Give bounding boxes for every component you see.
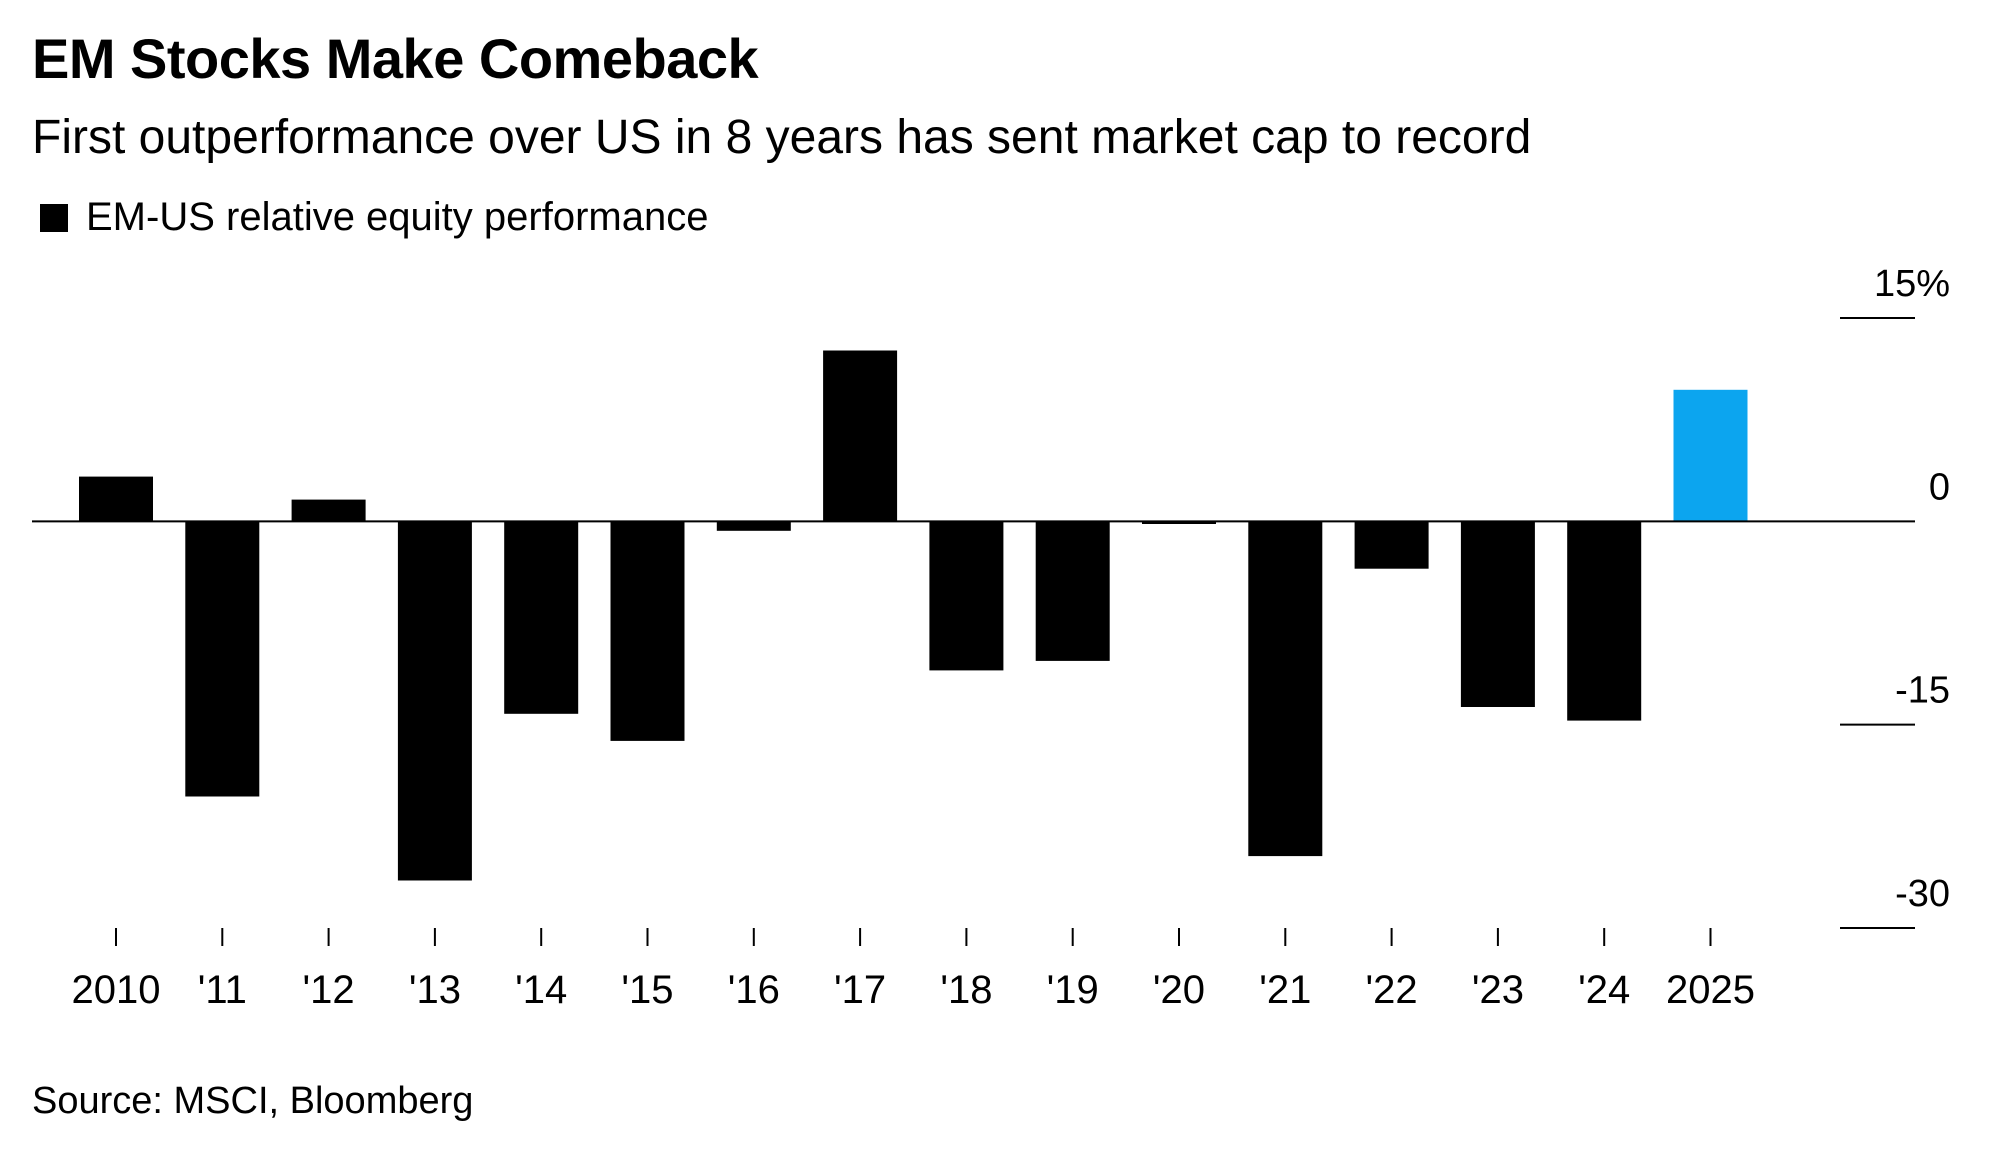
x-tick-label: 2010 [72, 968, 161, 1012]
x-tick-label: '20 [1153, 968, 1205, 1012]
bar-2010 [79, 476, 153, 522]
bar-20 [1142, 521, 1216, 524]
bar-21 [1248, 521, 1323, 857]
bar-12 [291, 499, 366, 522]
bar-2025 [1673, 389, 1748, 522]
bars-group [79, 350, 1748, 881]
bar-16 [716, 521, 791, 531]
bar-19 [1035, 521, 1110, 661]
y-axis: 15% 0 -15 -30 [1840, 263, 1950, 929]
legend-label: EM-US relative equity performance [86, 195, 709, 239]
legend: EM-US relative equity performance [40, 195, 708, 240]
source-note: Source: MSCI, Bloomberg [32, 1080, 474, 1122]
x-tick-label: '13 [409, 968, 461, 1012]
bar-13 [397, 521, 472, 881]
x-tick-label: '24 [1578, 968, 1630, 1012]
y-tick-label: -30 [1895, 873, 1950, 915]
bar-18 [929, 521, 1004, 671]
bar-11 [185, 521, 260, 797]
bar-15 [610, 521, 685, 741]
x-tick-label: '19 [1047, 968, 1099, 1012]
bar-17 [823, 350, 898, 522]
x-tick-label: '22 [1366, 968, 1418, 1012]
x-tick-label: '15 [621, 968, 673, 1012]
bar-23 [1460, 521, 1535, 707]
x-tick-label: '12 [303, 968, 355, 1012]
x-tick-label: '17 [834, 968, 886, 1012]
bar-24 [1567, 521, 1642, 721]
x-axis: 2010 '11 '12 '13 '14 '15 '16 '17 '18 '19 '20 '21 '22… [72, 928, 1755, 1012]
x-tick-label: 2025 [1666, 968, 1755, 1012]
bar-14 [504, 521, 579, 714]
y-tick-label: -15 [1895, 670, 1950, 712]
x-tick-label: '21 [1259, 968, 1311, 1012]
x-tick-label: '18 [940, 968, 992, 1012]
x-tick-label: '11 [198, 968, 247, 1012]
bar-22 [1354, 521, 1429, 569]
x-tick-label: '14 [515, 968, 567, 1012]
x-tick-label: '23 [1472, 968, 1524, 1012]
x-tick-label: '16 [728, 968, 780, 1012]
y-tick-label: 0 [1929, 466, 1950, 508]
chart-title: EM Stocks Make Comeback [32, 27, 759, 90]
y-tick-label: 15% [1874, 263, 1950, 305]
chart-subtitle: First outperformance over US in 8 years … [32, 111, 1532, 164]
legend-swatch [40, 203, 68, 232]
